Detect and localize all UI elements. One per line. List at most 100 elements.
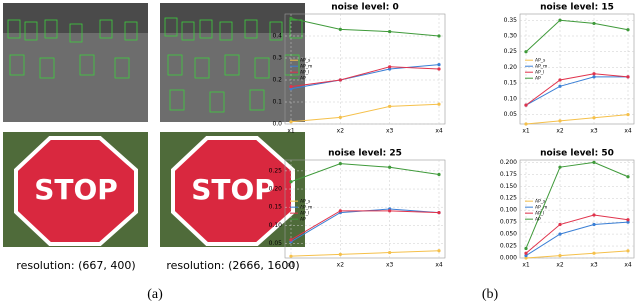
x-tick-label: x1 [287, 128, 295, 135]
y-tick-label: 0.15 [269, 204, 283, 211]
image-caption: resolution: (2666, 1600) [166, 259, 299, 272]
y-tick-label: 0.000 [500, 255, 517, 262]
series-line [525, 221, 629, 257]
legend-label: AP_s [535, 199, 546, 205]
x-tick-label: x3 [386, 128, 394, 135]
series-line [525, 76, 628, 106]
series-line [290, 66, 440, 88]
legend-label: AP_m [535, 64, 547, 70]
data-point [289, 85, 293, 89]
stop-sign [171, 136, 295, 246]
data-point [524, 50, 528, 54]
series-line [290, 103, 440, 123]
series-line [290, 17, 440, 37]
x-tick-label: x4 [624, 128, 632, 135]
data-point [626, 220, 630, 224]
data-point [626, 75, 630, 79]
legend-label: AP_s [300, 58, 311, 64]
x-tick-label: x3 [386, 262, 394, 269]
y-tick-label: 0.200 [500, 159, 517, 166]
sign-text: STOP [34, 173, 118, 206]
x-tick-label: x2 [337, 262, 345, 269]
data-point [626, 175, 630, 179]
data-point [558, 232, 562, 236]
data-point [289, 87, 293, 91]
legend-label: AP_l [300, 211, 309, 217]
sign-text: STOP [191, 173, 275, 206]
data-point [524, 256, 528, 260]
data-point [388, 165, 392, 169]
y-tick-label: 0.30 [504, 33, 518, 40]
legend-label: AP_l [535, 70, 544, 76]
y-tick-label: 0.20 [269, 186, 283, 193]
data-point [524, 246, 528, 251]
x-tick-label: x1 [287, 262, 295, 269]
legend-label: AP_s [300, 199, 311, 205]
data-point [592, 251, 596, 255]
data-point [626, 249, 630, 253]
y-tick-label: 0.050 [500, 231, 517, 238]
image-caption: resolution: (667, 400) [16, 259, 135, 272]
y-tick-label: 0.1 [272, 99, 282, 106]
chart-title: noise level: 25 [328, 149, 402, 159]
data-point [558, 84, 562, 88]
data-point [524, 103, 528, 107]
x-tick-label: x3 [590, 128, 598, 135]
series-line [525, 250, 629, 259]
series-line [525, 161, 629, 249]
x-tick-label: x4 [624, 262, 632, 269]
stop-sign [14, 136, 138, 246]
legend-label: AP_m [535, 205, 547, 211]
y-tick-label: 0.25 [269, 167, 283, 174]
data-point [338, 115, 342, 119]
data-point [592, 160, 596, 164]
y-tick-label: 0.175 [500, 171, 517, 178]
series-line [525, 114, 629, 125]
x-tick-label: x1 [522, 262, 530, 269]
data-point [289, 238, 293, 242]
panel-label: (b) [482, 287, 499, 302]
data-point [558, 165, 562, 169]
x-tick-label: x2 [556, 128, 564, 135]
chart-title: noise level: 0 [331, 3, 399, 13]
data-point [524, 254, 528, 258]
data-point [592, 213, 596, 217]
data-point [558, 254, 562, 258]
data-point [289, 180, 293, 184]
data-point [388, 65, 392, 69]
x-tick-label: x2 [337, 128, 345, 135]
data-point [437, 63, 441, 67]
series-line [525, 73, 629, 106]
y-tick-label: 0.10 [269, 222, 283, 229]
data-point [338, 252, 342, 256]
detection-boxes [7, 17, 303, 113]
chart-title: noise level: 15 [540, 3, 614, 13]
y-tick-label: 0.025 [500, 243, 517, 250]
data-point [558, 78, 562, 82]
data-point [558, 18, 562, 22]
data-point [437, 172, 441, 177]
x-tick-label: x4 [435, 128, 443, 135]
legend-label: AP [300, 76, 306, 82]
data-point [592, 21, 596, 26]
series-line [290, 64, 440, 90]
legend-label: AP_l [300, 70, 309, 76]
y-tick-label: 0.15 [504, 80, 518, 87]
data-point [437, 249, 441, 253]
data-point [338, 27, 342, 31]
series-line [525, 214, 629, 254]
y-tick-label: 0.05 [504, 111, 518, 118]
data-point [437, 211, 441, 215]
y-tick-label: 0.150 [500, 183, 517, 190]
data-point [592, 75, 596, 79]
y-tick-label: 0.2 [272, 77, 282, 84]
series-line [290, 163, 440, 183]
data-point [592, 72, 596, 76]
legend-label: AP [300, 217, 306, 223]
data-point [558, 222, 562, 227]
x-tick-label: x1 [522, 128, 530, 135]
data-point [592, 116, 596, 120]
data-point [388, 209, 392, 213]
data-point [524, 251, 528, 255]
